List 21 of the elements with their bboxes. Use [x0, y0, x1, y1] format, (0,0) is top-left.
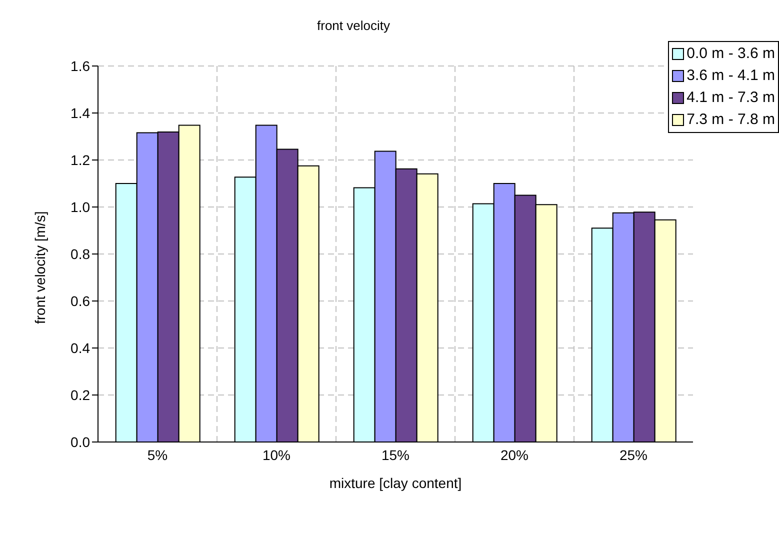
y-tick-label: 1.4 — [70, 104, 90, 121]
y-axis-title: front velocity [m/s] — [32, 211, 48, 324]
y-tick-label: 0.4 — [70, 340, 90, 356]
y-tick-label: 0.0 — [70, 434, 90, 450]
x-tick-label: 15% — [381, 446, 410, 463]
x-tick-label: 25% — [619, 446, 648, 463]
y-tick-label: 0.8 — [70, 246, 90, 262]
x-axis-title: mixture [clay content] — [329, 475, 462, 491]
legend-label: 3.6 m - 4.1 m — [686, 66, 775, 86]
x-tick-label: 20% — [500, 446, 529, 463]
y-tick-label: 0.6 — [70, 292, 90, 309]
y-tick-label: 1.0 — [70, 198, 90, 215]
x-tick-label: 5% — [147, 446, 168, 463]
legend-label: 7.3 m - 7.8 m — [686, 110, 775, 130]
y-tick-label: 1.2 — [70, 152, 90, 168]
legend-label: 0.0 m - 3.6 m — [686, 44, 775, 64]
y-tick-label: 0.2 — [70, 386, 90, 403]
x-tick-label: 10% — [262, 446, 291, 463]
legend-label: 4.1 m - 7.3 m — [686, 88, 775, 108]
y-tick-label: 1.6 — [70, 58, 90, 74]
chart-title: front velocity — [316, 18, 391, 33]
